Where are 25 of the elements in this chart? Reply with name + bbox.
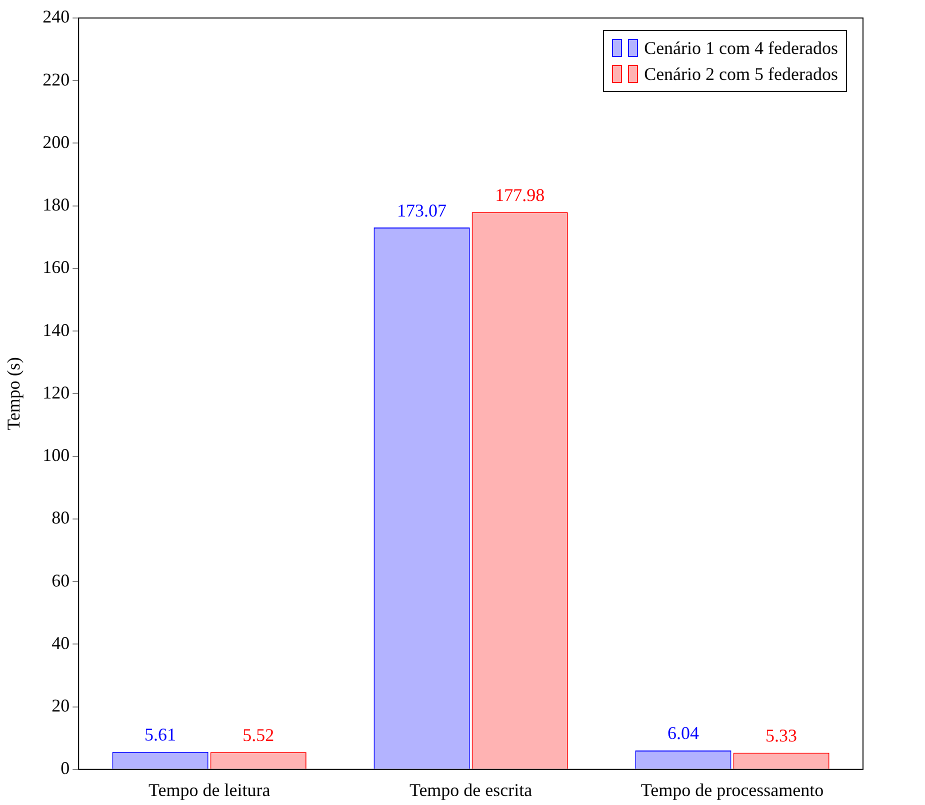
y-tick-label: 80 <box>52 508 70 528</box>
y-tick-label: 120 <box>42 382 70 402</box>
y-tick-label: 60 <box>52 570 70 590</box>
y-tick-label: 160 <box>42 257 70 278</box>
y-tick-label: 180 <box>42 194 70 215</box>
data-label: 5.52 <box>242 724 274 745</box>
y-tick-label: 20 <box>52 696 70 716</box>
y-tick-label: 200 <box>42 132 70 152</box>
x-tick-label: Tempo de escrita <box>409 780 532 800</box>
y-tick-label: 140 <box>42 320 70 340</box>
data-label: 5.33 <box>766 725 798 746</box>
y-tick-label: 40 <box>52 632 70 653</box>
data-label: 173.07 <box>397 200 447 220</box>
y-tick-label: 240 <box>42 6 70 27</box>
y-tick-label: 100 <box>42 445 70 466</box>
legend-label: Cenário 2 com 5 federados <box>644 63 838 86</box>
y-tick-label: 220 <box>42 69 70 90</box>
legend-label: Cenário 1 com 4 federados <box>644 37 838 60</box>
x-tick-label: Tempo de processamento <box>640 780 824 800</box>
data-label: 177.98 <box>495 184 545 205</box>
y-tick-label: 0 <box>60 758 70 778</box>
data-label: 5.61 <box>144 724 176 745</box>
y-axis-title: Tempo (s) <box>4 357 24 430</box>
x-tick-label: Tempo de leitura <box>148 780 270 800</box>
data-label: 6.04 <box>667 723 699 744</box>
